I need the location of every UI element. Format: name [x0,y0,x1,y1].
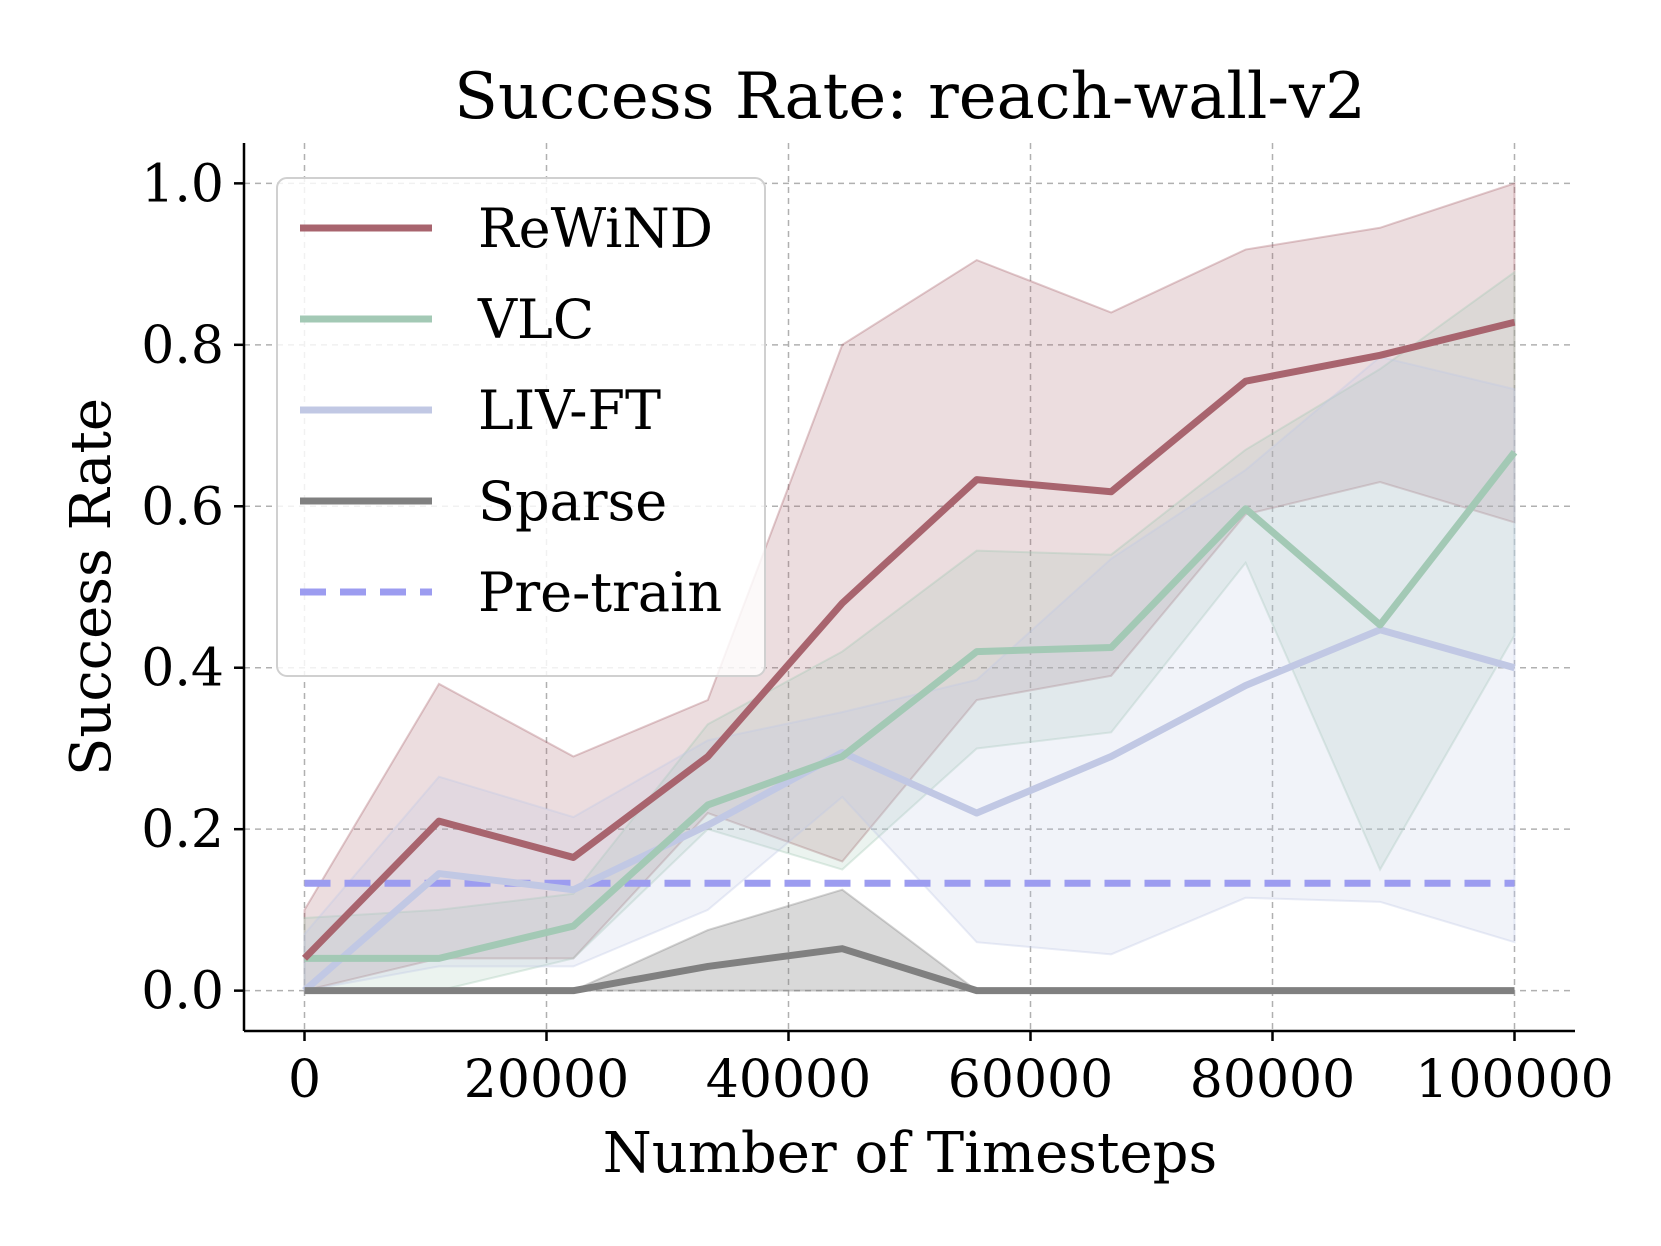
y-tick-label: 0.4 [141,639,224,699]
y-tick-label: 1.0 [141,154,224,214]
legend: ReWiND VLC LIV-FT Sparse Pre-train [276,177,766,677]
legend-label: LIV-FT [478,379,661,442]
x-tick-label: 100000 [1415,1050,1614,1110]
series-line-rewind [301,318,1516,961]
series-line-sparse [304,945,1515,995]
x-tick-label: 0 [288,1050,321,1110]
legend-item-liv-ft: LIV-FT [300,379,661,442]
y-tick-label: 0.8 [141,316,224,376]
x-axis-label: Number of Timesteps [603,1121,1217,1186]
band-sparse [304,888,1515,992]
band-vlc [303,270,1516,992]
legend-box [276,177,766,677]
x-tick-label: 60000 [948,1050,1113,1110]
legend-item-vlc: VLC [300,288,594,351]
chart-title: Success Rate: reach-wall-v2 [454,60,1366,134]
y-tick-label: 0.0 [141,962,224,1022]
series-line-liv-ft [302,626,1516,994]
legend-item-sparse: Sparse [300,470,667,533]
x-tick-label: 40000 [706,1050,871,1110]
axes [242,143,1575,1033]
series-lines [301,318,1518,995]
y-tick-label: 0.6 [141,477,224,537]
y-tick-label: 0.2 [141,800,224,860]
legend-label: ReWiND [478,197,713,260]
legend-label: VLC [477,288,594,351]
series-line-vlc [304,450,1518,962]
x-tick-label: 20000 [464,1050,629,1110]
x-tick-label: 80000 [1190,1050,1355,1110]
y-axis-label: Success Rate [59,398,124,776]
tick-labels: 0 20000 40000 60000 80000 100000 0.0 0.2 0.4 0.6 0… [141,154,1613,1110]
legend-label: Sparse [478,470,667,533]
legend-label: Pre-train [478,561,722,624]
legend-item-rewind: ReWiND [300,197,713,260]
legend-item-pre-train: Pre-train [300,561,722,624]
